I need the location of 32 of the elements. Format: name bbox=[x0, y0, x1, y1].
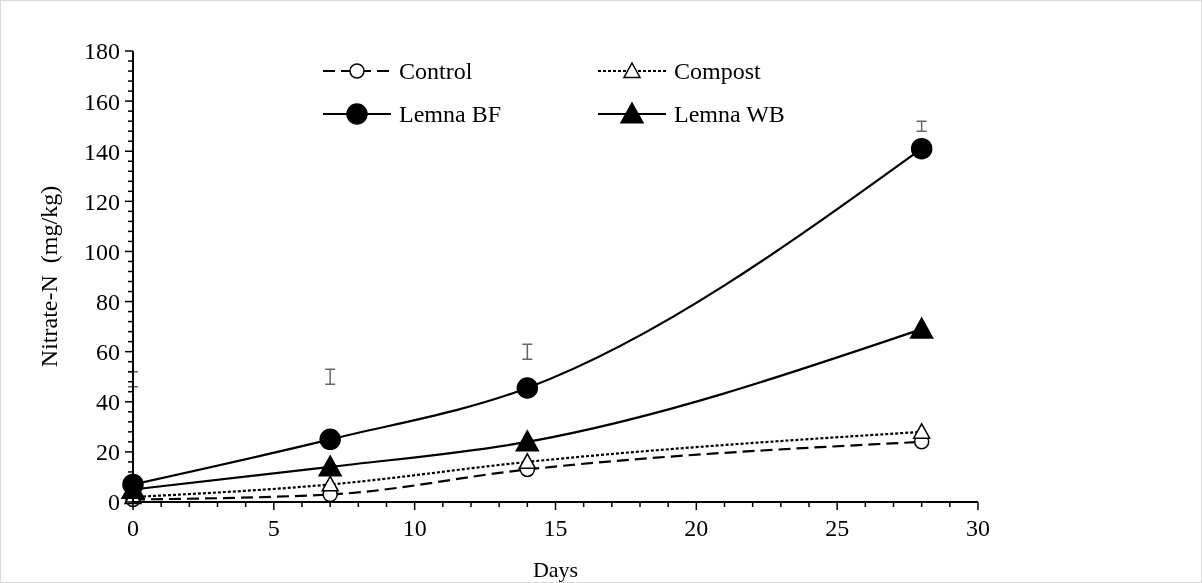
point bbox=[516, 377, 539, 399]
point bbox=[319, 428, 341, 451]
point bbox=[910, 137, 933, 160]
legend-label: Lemna BF bbox=[399, 101, 501, 128]
legend-label: Lemna WB bbox=[674, 101, 785, 128]
y-tick-label: 160 bbox=[84, 88, 120, 115]
x-tick-label: 25 bbox=[825, 515, 850, 541]
y-tick-label: 60 bbox=[96, 339, 120, 366]
y-tick-label: 80 bbox=[96, 288, 120, 315]
legend-label: Compost bbox=[674, 58, 762, 85]
point bbox=[318, 455, 342, 477]
y-tick-label: 100 bbox=[84, 238, 120, 265]
point bbox=[515, 430, 540, 452]
x-tick-label: 10 bbox=[402, 515, 427, 541]
y-tick-label: 120 bbox=[84, 188, 120, 215]
y-tick-label: 140 bbox=[84, 138, 120, 165]
point bbox=[518, 453, 537, 470]
y-tick-label: 180 bbox=[84, 38, 120, 65]
y-tick-label: 0 bbox=[108, 489, 120, 516]
y-tick-label: 20 bbox=[96, 439, 120, 466]
y-tick-label: 40 bbox=[96, 389, 120, 416]
x-axis-title: Days bbox=[532, 557, 579, 582]
point bbox=[912, 423, 931, 439]
point bbox=[321, 475, 339, 492]
x-tick-label: 0 bbox=[127, 515, 139, 541]
point bbox=[909, 317, 934, 339]
x-tick-label: 20 bbox=[684, 515, 709, 541]
x-tick-label: 30 bbox=[966, 515, 990, 541]
x-tick-label: 15 bbox=[543, 515, 568, 541]
y-axis-title: Nitrate-N (mg/kg) bbox=[36, 185, 62, 368]
legend-label: Control bbox=[399, 58, 473, 85]
x-tick-label: 5 bbox=[267, 515, 280, 541]
